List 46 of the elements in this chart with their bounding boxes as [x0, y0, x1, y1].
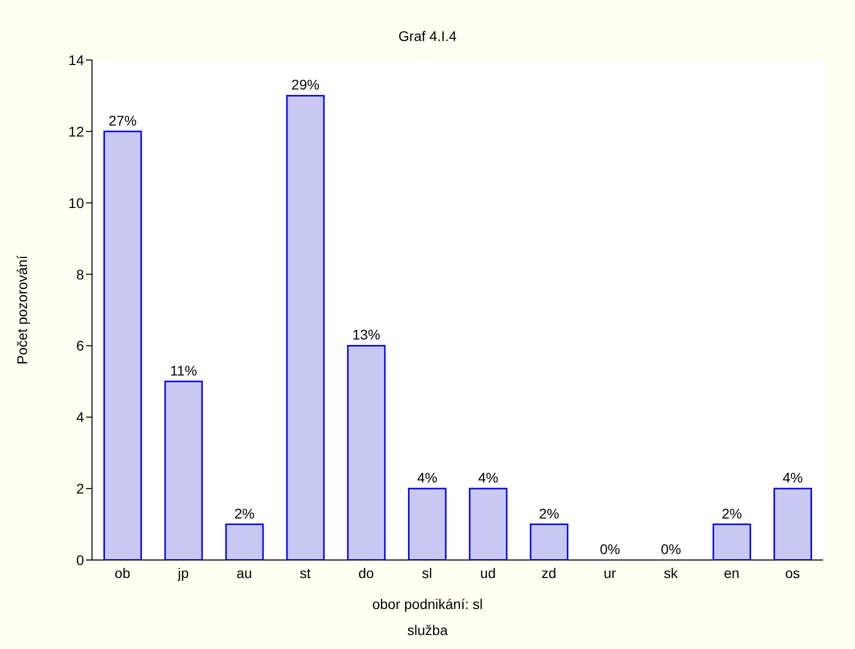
- annotation: 11%: [170, 362, 198, 378]
- x-tick-label: ob: [114, 564, 130, 581]
- bar: [103, 130, 142, 560]
- bar: [347, 344, 386, 560]
- x-axis-title: obor podnikání: sl: [371, 596, 484, 612]
- y-axis-title: Počet pozorování: [14, 255, 30, 364]
- y-tick-label: 10: [68, 194, 84, 211]
- bar: [774, 488, 812, 560]
- x-tick-label: os: [785, 564, 800, 581]
- annotation: 13%: [352, 326, 380, 343]
- bar: [530, 524, 568, 560]
- bar: [225, 524, 264, 560]
- annotation: 2%: [722, 505, 742, 522]
- bar: [468, 488, 508, 560]
- y-tick-label: 2: [76, 480, 84, 497]
- annotation: 27%: [108, 112, 137, 128]
- annotation: 4%: [782, 470, 803, 486]
- y-tick-label: 6: [76, 338, 84, 354]
- x-tick-label: en: [724, 564, 740, 581]
- y-tick-label: 0: [76, 552, 84, 568]
- x-tick-label: ud: [480, 564, 496, 581]
- annotation: 4%: [478, 470, 498, 486]
- annotation: 29%: [291, 76, 320, 93]
- annotation: 0%: [600, 541, 620, 557]
- x-tick-label: do: [358, 564, 374, 581]
- chart-title: Graf 4.I.4: [397, 28, 458, 44]
- text: služba: [406, 622, 449, 638]
- annotation: 4%: [417, 470, 438, 486]
- x-tick-label: jp: [176, 564, 190, 581]
- x-tick-label: ur: [604, 564, 616, 581]
- x-tick-label: st: [300, 564, 311, 581]
- annotation: 2%: [538, 505, 560, 522]
- bar: [286, 94, 325, 560]
- x-tick-label: sk: [664, 564, 679, 581]
- x-tick-label: zd: [541, 564, 556, 581]
- y-tick-label: 14: [68, 52, 84, 68]
- y-tick-label: 12: [68, 123, 84, 140]
- annotation: 2%: [234, 505, 255, 522]
- bar: [408, 488, 447, 560]
- x-tick-label: sl: [422, 564, 432, 581]
- y-tick-label: 8: [76, 266, 84, 282]
- annotation: 0%: [660, 541, 682, 557]
- y-tick-label: 4: [76, 409, 84, 426]
- bar: [712, 524, 752, 560]
- bar: [164, 380, 203, 560]
- x-tick-label: au: [236, 564, 252, 581]
